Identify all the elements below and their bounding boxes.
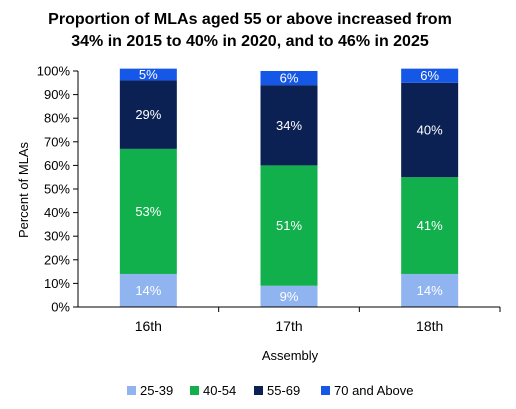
y-tick-label: 100% bbox=[37, 64, 71, 79]
y-tick-label: 20% bbox=[44, 252, 70, 267]
data-label: 41% bbox=[417, 218, 443, 233]
y-tick-label: 0% bbox=[51, 300, 70, 315]
plot-area: 14% 53% 29% 5% 9% 51% 34% 6% 14% 41% 40% 6% bbox=[119, 67, 459, 307]
data-label: 14% bbox=[417, 283, 443, 298]
data-label: 6% bbox=[280, 71, 299, 86]
bar-segment bbox=[260, 71, 318, 86]
legend-label: 55-69 bbox=[267, 383, 300, 398]
y-axis: 0% 10% 20% 30% 40% 50% 60% 70% 80% 90% 100% bbox=[37, 64, 78, 315]
y-tick-label: 30% bbox=[44, 229, 70, 244]
bar-segment bbox=[260, 165, 318, 286]
bar-segment bbox=[119, 80, 177, 149]
data-label: 9% bbox=[280, 289, 299, 304]
data-label: 5% bbox=[139, 67, 158, 82]
y-axis-title: Percent of MLAs bbox=[16, 141, 31, 238]
data-label: 40% bbox=[417, 123, 443, 138]
x-tick-label: 18th bbox=[416, 318, 443, 334]
bar-segment bbox=[119, 148, 177, 274]
x-tick-label: 17th bbox=[275, 318, 302, 334]
x-axis: 16th 17th 18th bbox=[135, 307, 501, 334]
data-label: 14% bbox=[135, 283, 161, 298]
bar-segment bbox=[260, 285, 318, 307]
legend-label: 40-54 bbox=[203, 383, 236, 398]
bar-segment bbox=[401, 273, 459, 307]
y-tick-label: 60% bbox=[44, 158, 70, 173]
y-tick-label: 50% bbox=[44, 182, 70, 197]
y-tick-label: 70% bbox=[44, 134, 70, 149]
data-label: 29% bbox=[135, 107, 161, 122]
chart-title-line-1: Proportion of MLAs aged 55 or above incr… bbox=[48, 11, 452, 28]
legend-label: 25-39 bbox=[140, 383, 173, 398]
chart-title: Proportion of MLAs aged 55 or above incr… bbox=[48, 11, 452, 50]
data-label: 51% bbox=[276, 218, 302, 233]
legend: 25-39 40-54 55-69 70 and Above bbox=[127, 383, 414, 398]
bar-segment bbox=[119, 68, 177, 81]
y-tick-label: 80% bbox=[44, 111, 70, 126]
x-tick-label: 16th bbox=[135, 318, 162, 334]
chart-title-line-2: 34% in 2015 to 40% in 2020, and to 46% i… bbox=[71, 33, 429, 50]
y-tick-label: 10% bbox=[44, 276, 70, 291]
bar-segment bbox=[401, 177, 459, 274]
data-label: 6% bbox=[420, 68, 439, 83]
bar-segment bbox=[401, 68, 459, 83]
legend-swatch bbox=[127, 386, 136, 395]
y-tick-label: 90% bbox=[44, 87, 70, 102]
data-label: 53% bbox=[135, 204, 161, 219]
bar-segment bbox=[119, 273, 177, 307]
legend-swatch bbox=[190, 386, 199, 395]
bar-segment bbox=[260, 85, 318, 166]
y-tick-label: 40% bbox=[44, 205, 70, 220]
legend-swatch bbox=[321, 386, 330, 395]
legend-swatch bbox=[254, 386, 263, 395]
data-label: 34% bbox=[276, 118, 302, 133]
x-axis-title: Assembly bbox=[262, 348, 319, 363]
legend-label: 70 and Above bbox=[334, 383, 414, 398]
bar-segment bbox=[401, 82, 459, 178]
